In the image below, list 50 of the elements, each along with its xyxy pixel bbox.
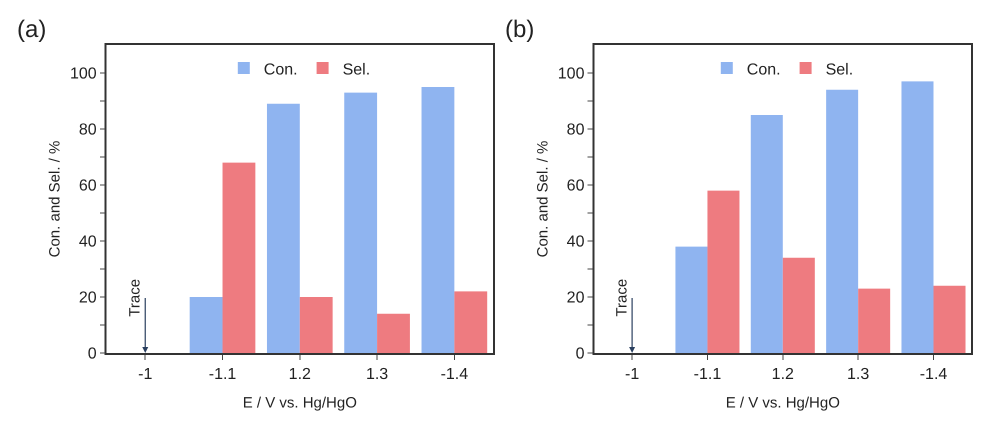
x-tick-label: -1	[624, 366, 640, 383]
bar	[454, 291, 488, 353]
bar	[750, 115, 783, 353]
y-tick-label: 0	[88, 346, 97, 363]
y-tick-label: 60	[566, 178, 585, 195]
y-tick-label: 60	[78, 178, 97, 195]
y-tick-label: 0	[576, 346, 585, 363]
bar	[222, 162, 256, 353]
bar	[422, 87, 454, 353]
y-tick-label: 80	[78, 122, 97, 139]
y-tick-label: 40	[566, 234, 585, 251]
chart-title: (a)	[17, 16, 46, 43]
bar	[675, 246, 708, 353]
x-tick-label: -1.4	[440, 366, 468, 383]
bar	[858, 288, 890, 353]
chart-title: (b)	[505, 16, 534, 43]
y-tick-label: 20	[78, 290, 97, 307]
x-tick-label: 1.3	[366, 366, 388, 383]
bar	[901, 81, 934, 353]
x-tick-label: -1	[138, 366, 152, 383]
bar	[782, 258, 815, 353]
bar	[377, 314, 410, 353]
legend-label: Sel.	[342, 61, 370, 78]
annotation: Trace	[614, 278, 631, 317]
y-tick-label: 100	[70, 66, 97, 83]
x-tick-label: 1.2	[772, 366, 794, 383]
x-tick-label: -1.4	[920, 366, 948, 383]
annotation: Trace	[126, 278, 144, 317]
bar	[190, 297, 223, 353]
y-tick-label: 100	[558, 66, 585, 83]
y-axis-title: Con. and Sel. / %	[534, 140, 552, 258]
bar	[707, 190, 740, 353]
legend-label: Con.	[746, 61, 781, 78]
x-tick-label: -1.1	[694, 366, 722, 383]
x-tick-label: -1.1	[208, 366, 236, 383]
bar	[826, 90, 858, 353]
legend-label: Con.	[264, 61, 298, 78]
bar	[300, 297, 333, 353]
bar	[266, 104, 300, 353]
x-axis-title: E / V vs. Hg/HgO	[242, 394, 357, 412]
bar	[344, 92, 378, 353]
legend-label: Sel.	[826, 61, 854, 78]
bar	[934, 286, 966, 353]
x-tick-label: 1.3	[847, 366, 870, 383]
x-tick-label: 1.2	[288, 366, 312, 383]
y-axis-title: Con. and Sel. / %	[46, 140, 64, 258]
x-axis-title: E / V vs. Hg/HgO	[726, 394, 840, 412]
y-tick-label: 20	[566, 290, 585, 307]
y-tick-label: 80	[566, 122, 585, 139]
y-tick-label: 40	[78, 234, 97, 251]
